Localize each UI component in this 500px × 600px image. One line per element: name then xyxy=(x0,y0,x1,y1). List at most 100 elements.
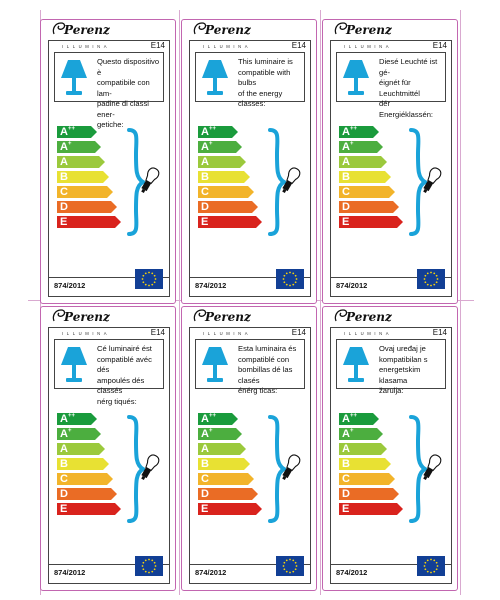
energy-class-label: D xyxy=(342,201,350,213)
label-frame xyxy=(48,327,170,584)
energy-arrow-shape xyxy=(339,171,391,183)
energy-arrow-shape xyxy=(339,186,395,198)
bulb-icon xyxy=(423,454,442,481)
eu-flag-icon xyxy=(417,269,445,289)
brand-subline: ILLUMINA xyxy=(344,331,393,336)
compatibility-box: This luminaire is compatible with bulbs … xyxy=(195,52,305,108)
energy-class-label: C xyxy=(342,473,350,485)
energy-class-label: B xyxy=(201,458,209,470)
energy-arrow-shape xyxy=(57,156,105,168)
energy-class-scale: A++ A+ A B C D E xyxy=(198,126,262,231)
energy-class-arrow: D xyxy=(57,488,117,500)
energy-class-label: A xyxy=(201,443,209,455)
energy-class-label: A xyxy=(342,443,350,455)
energy-arrow-shape xyxy=(198,156,246,168)
energy-class-label: A++ xyxy=(342,126,357,138)
brand-logo: Perenz ILLUMINA xyxy=(51,21,121,49)
energy-arrow-shape xyxy=(198,413,238,425)
brand-swirl-icon xyxy=(52,22,66,35)
energy-arrow-shape xyxy=(198,216,262,228)
lamp-icon xyxy=(343,347,369,382)
energy-arrow-shape xyxy=(198,201,258,213)
energy-class-label: A+ xyxy=(201,141,213,153)
energy-arrow-shape xyxy=(198,186,254,198)
energy-class-label: B xyxy=(201,171,209,183)
curly-brace-icon xyxy=(409,415,427,523)
brand-subline: ILLUMINA xyxy=(203,331,252,336)
energy-class-scale: A++ A+ A B C D E xyxy=(57,126,121,231)
label-frame xyxy=(189,40,311,297)
brand-logo: Perenz ILLUMINA xyxy=(51,308,121,336)
curly-brace-icon xyxy=(268,128,286,236)
bulb-icon xyxy=(282,167,301,194)
energy-arrow-shape xyxy=(57,413,97,425)
energy-class-arrow: B xyxy=(57,171,117,183)
cut-guide xyxy=(460,10,461,595)
energy-arrow-shape xyxy=(57,171,109,183)
compatibility-text: Questo dispositivo è compatibile con lam… xyxy=(97,57,160,129)
energy-label-en: Perenz ILLUMINA E14 This luminaire is co… xyxy=(181,19,317,304)
energy-arrow-shape xyxy=(339,488,399,500)
energy-arrow-shape xyxy=(339,201,399,213)
brand-name: Perenz xyxy=(64,23,110,37)
footer-divider xyxy=(189,564,311,565)
brand-name: Perenz xyxy=(346,310,392,324)
label-frame xyxy=(330,327,452,584)
energy-class-arrow: C xyxy=(339,473,399,485)
energy-arrow-shape xyxy=(57,428,101,440)
socket-type: E14 xyxy=(291,41,306,50)
energy-arrow-shape xyxy=(339,156,387,168)
energy-arrow-shape xyxy=(198,458,250,470)
energy-arrow-shape xyxy=(57,503,121,515)
energy-class-arrow: A+ xyxy=(198,428,258,440)
energy-class-label: A xyxy=(60,443,68,455)
energy-class-arrow: A+ xyxy=(339,141,399,153)
energy-class-arrow: B xyxy=(339,458,399,470)
energy-class-label: D xyxy=(60,201,68,213)
energy-arrow-shape xyxy=(198,141,242,153)
energy-arrow-shape xyxy=(198,503,262,515)
energy-class-arrow: B xyxy=(198,458,258,470)
regulation-number: 874/2012 xyxy=(195,281,227,290)
energy-class-scale: A++ A+ A B C D E xyxy=(339,126,403,231)
socket-type: E14 xyxy=(150,328,165,337)
energy-class-label: E xyxy=(201,216,209,228)
eu-flag-icon xyxy=(135,269,163,289)
energy-class-label: A++ xyxy=(201,413,216,425)
energy-class-arrow: A+ xyxy=(198,141,258,153)
energy-label-hr: Perenz ILLUMINA E14 Ovaj uređaj je kompa… xyxy=(322,306,458,591)
energy-class-arrow: C xyxy=(339,186,399,198)
energy-class-label: D xyxy=(342,488,350,500)
eu-flag-icon xyxy=(276,556,304,576)
energy-arrow-shape xyxy=(198,428,242,440)
energy-class-label: A xyxy=(201,156,209,168)
energy-class-arrow: A++ xyxy=(339,413,399,425)
energy-class-arrow: A+ xyxy=(57,428,117,440)
bulb-icon xyxy=(141,454,160,481)
energy-label-de: Perenz ILLUMINA E14 Diesé Leuchté ist gé… xyxy=(322,19,458,304)
energy-class-label: D xyxy=(201,488,209,500)
label-frame xyxy=(189,327,311,584)
regulation-number: 874/2012 xyxy=(336,568,368,577)
brand-logo: Perenz ILLUMINA xyxy=(192,21,262,49)
energy-class-scale: A++ A+ A B C D E xyxy=(339,413,403,518)
eu-flag-icon xyxy=(135,556,163,576)
energy-class-label: B xyxy=(342,171,350,183)
energy-class-label: D xyxy=(201,201,209,213)
energy-class-arrow: A xyxy=(57,156,117,168)
brand-subline: ILLUMINA xyxy=(62,331,111,336)
energy-class-label: D xyxy=(60,488,68,500)
energy-class-scale: A++ A+ A B C D E xyxy=(198,413,262,518)
brand-name: Perenz xyxy=(205,23,251,37)
energy-arrow-shape xyxy=(339,141,383,153)
brand-logo: Perenz ILLUMINA xyxy=(192,308,262,336)
curly-brace-icon xyxy=(409,128,427,236)
energy-class-arrow: A++ xyxy=(339,126,399,138)
footer-divider xyxy=(48,277,170,278)
energy-class-label: B xyxy=(342,458,350,470)
lamp-icon xyxy=(202,60,228,95)
cut-guide xyxy=(179,10,180,595)
socket-type: E14 xyxy=(291,328,306,337)
brand-subline: ILLUMINA xyxy=(62,44,111,49)
footer-divider xyxy=(330,564,452,565)
